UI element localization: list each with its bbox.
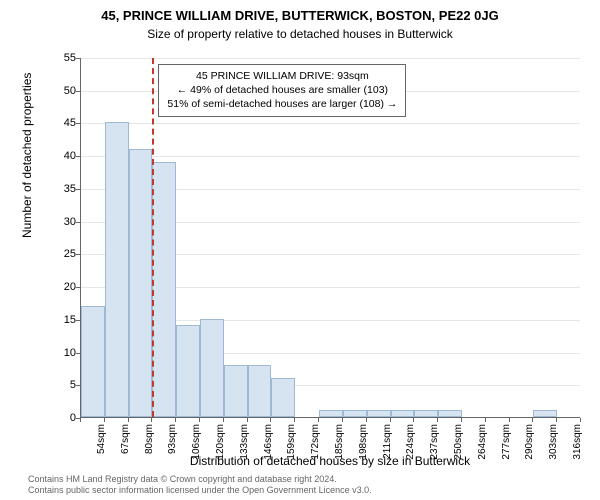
histogram-bar [438, 410, 462, 417]
x-tick-label: 80sqm [144, 424, 155, 454]
y-tick-label: 15 [54, 314, 76, 326]
annotation-line: 45 PRINCE WILLIAM DRIVE: 93sqm [167, 69, 397, 83]
histogram-bar [248, 365, 272, 417]
x-tick-label: 93sqm [167, 424, 178, 454]
x-tick-mark [390, 418, 391, 422]
x-tick-label: 54sqm [96, 424, 107, 454]
y-tick-label: 45 [54, 117, 76, 129]
histogram-bar [105, 122, 129, 417]
gridline [81, 58, 580, 59]
chart-subtitle: Size of property relative to detached ho… [0, 23, 600, 41]
x-tick-label: 277sqm [501, 424, 512, 460]
x-tick-mark [175, 418, 176, 422]
x-tick-label: 146sqm [263, 424, 274, 460]
y-tick-mark [76, 189, 80, 190]
x-tick-label: 172sqm [310, 424, 321, 460]
gridline [81, 123, 580, 124]
annotation-line: 51% of semi-detached houses are larger (… [167, 97, 397, 111]
page-title: 45, PRINCE WILLIAM DRIVE, BUTTERWICK, BO… [0, 0, 600, 23]
annotation-line: ← 49% of detached houses are smaller (10… [167, 83, 397, 97]
histogram-bar [81, 306, 105, 417]
x-tick-mark [485, 418, 486, 422]
x-tick-label: 264sqm [477, 424, 488, 460]
y-tick-label: 30 [54, 216, 76, 228]
x-tick-mark [294, 418, 295, 422]
x-tick-label: 198sqm [358, 424, 369, 460]
x-tick-mark [247, 418, 248, 422]
x-tick-label: 250sqm [453, 424, 464, 460]
x-tick-mark [223, 418, 224, 422]
x-tick-label: 303sqm [548, 424, 559, 460]
x-tick-mark [270, 418, 271, 422]
y-tick-label: 20 [54, 281, 76, 293]
histogram-bar [343, 410, 367, 417]
histogram-chart: 45 PRINCE WILLIAM DRIVE: 93sqm← 49% of d… [80, 58, 580, 418]
x-tick-mark [318, 418, 319, 422]
x-tick-mark [342, 418, 343, 422]
x-tick-label: 224sqm [405, 424, 416, 460]
y-tick-label: 40 [54, 150, 76, 162]
x-tick-mark [199, 418, 200, 422]
x-tick-label: 67sqm [120, 424, 131, 454]
x-tick-mark [580, 418, 581, 422]
y-tick-mark [76, 287, 80, 288]
histogram-bar [271, 378, 295, 417]
histogram-bar [152, 162, 176, 417]
y-tick-mark [76, 353, 80, 354]
x-tick-mark [128, 418, 129, 422]
y-tick-label: 5 [54, 379, 76, 391]
x-tick-mark [151, 418, 152, 422]
attribution-text: Contains HM Land Registry data © Crown c… [28, 474, 372, 497]
histogram-bar [319, 410, 343, 417]
x-tick-mark [461, 418, 462, 422]
histogram-bar [533, 410, 557, 417]
y-tick-label: 10 [54, 347, 76, 359]
y-tick-mark [76, 222, 80, 223]
attribution-line: Contains HM Land Registry data © Crown c… [28, 474, 372, 485]
y-tick-mark [76, 156, 80, 157]
histogram-bar [414, 410, 438, 417]
attribution-line: Contains public sector information licen… [28, 485, 372, 496]
y-tick-label: 0 [54, 412, 76, 424]
histogram-bar [176, 325, 200, 417]
y-tick-label: 55 [54, 52, 76, 64]
histogram-bar [391, 410, 415, 417]
x-tick-label: 290sqm [524, 424, 535, 460]
gridline [81, 156, 580, 157]
histogram-bar [224, 365, 248, 417]
x-tick-label: 159sqm [286, 424, 297, 460]
x-tick-label: 120sqm [215, 424, 226, 460]
x-tick-label: 106sqm [191, 424, 202, 460]
y-tick-label: 50 [54, 85, 76, 97]
x-tick-mark [556, 418, 557, 422]
x-tick-label: 185sqm [334, 424, 345, 460]
x-tick-mark [413, 418, 414, 422]
x-tick-mark [104, 418, 105, 422]
x-tick-label: 133sqm [239, 424, 250, 460]
y-tick-label: 25 [54, 248, 76, 260]
x-tick-label: 316sqm [572, 424, 583, 460]
y-tick-mark [76, 58, 80, 59]
histogram-bar [129, 149, 153, 417]
x-tick-mark [532, 418, 533, 422]
histogram-bar [200, 319, 224, 417]
x-tick-mark [80, 418, 81, 422]
y-tick-mark [76, 254, 80, 255]
y-tick-mark [76, 320, 80, 321]
x-tick-label: 211sqm [382, 424, 393, 459]
x-tick-mark [366, 418, 367, 422]
x-tick-label: 237sqm [429, 424, 440, 460]
y-tick-label: 35 [54, 183, 76, 195]
y-tick-mark [76, 91, 80, 92]
x-tick-mark [509, 418, 510, 422]
marker-line [152, 58, 154, 417]
y-tick-mark [76, 385, 80, 386]
histogram-bar [367, 410, 391, 417]
y-axis-label: Number of detached properties [20, 73, 34, 238]
y-tick-mark [76, 123, 80, 124]
x-tick-mark [437, 418, 438, 422]
annotation-box: 45 PRINCE WILLIAM DRIVE: 93sqm← 49% of d… [158, 64, 406, 117]
